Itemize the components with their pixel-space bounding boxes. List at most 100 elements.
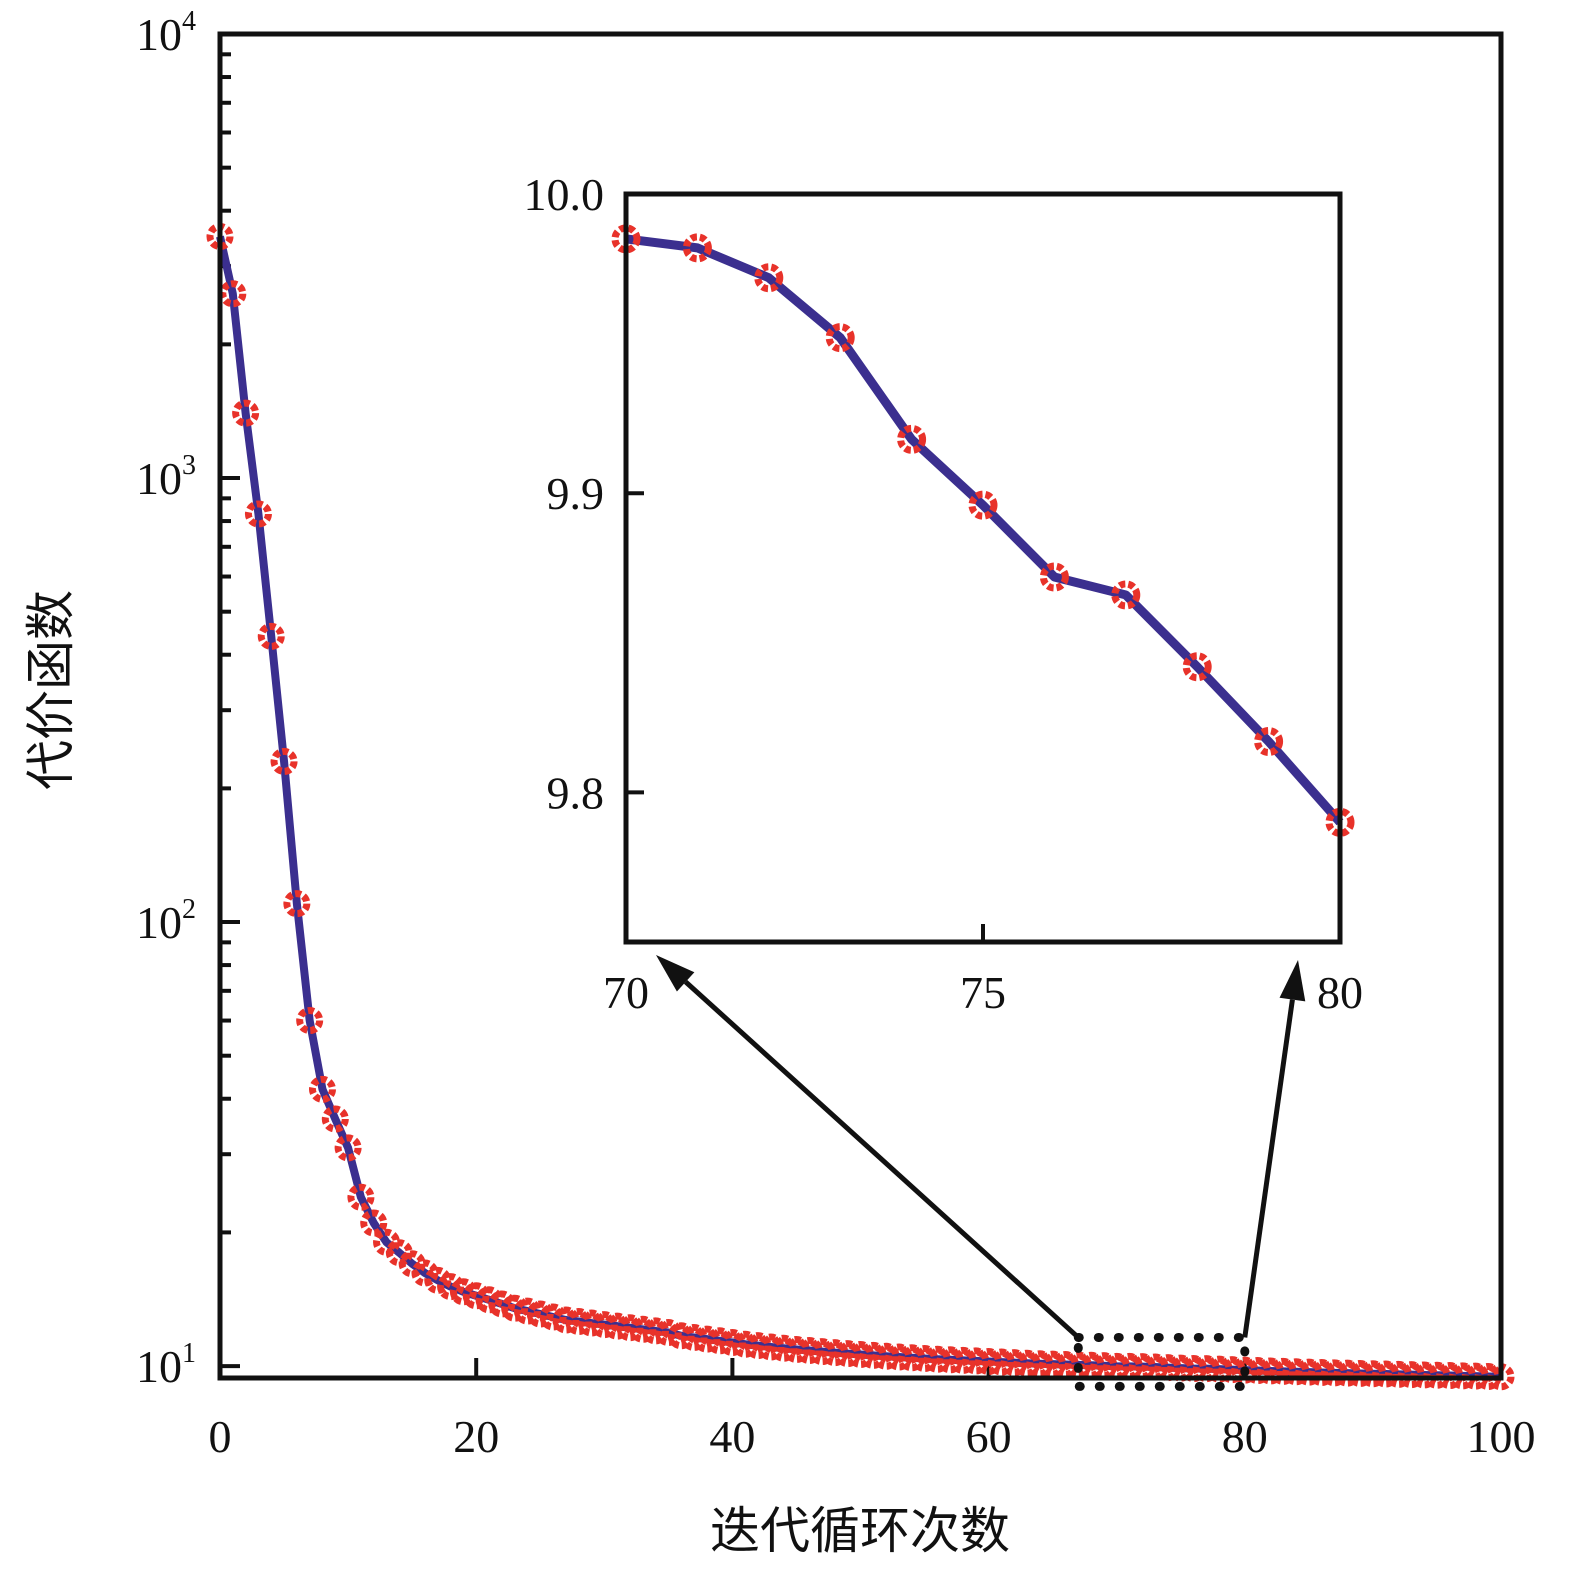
data-point bbox=[808, 1338, 836, 1366]
data-point bbox=[462, 1282, 490, 1310]
inset-tick-labels: 70 75 80 9.8 9.9 10.0 bbox=[524, 169, 1364, 1018]
data-point bbox=[911, 1345, 939, 1373]
data-point bbox=[398, 1250, 426, 1278]
x-axis-title: 迭代循环次数 bbox=[710, 1502, 1010, 1560]
data-point bbox=[385, 1239, 413, 1267]
y-tick-label: 103 bbox=[136, 450, 196, 504]
inset-series bbox=[611, 224, 1355, 837]
data-point bbox=[257, 622, 285, 650]
data-point bbox=[1026, 1350, 1054, 1378]
data-point bbox=[577, 1309, 605, 1337]
data-point bbox=[1154, 1354, 1182, 1382]
data-point bbox=[526, 1300, 554, 1328]
data-point bbox=[859, 1341, 887, 1369]
inset-data-point bbox=[1111, 580, 1141, 610]
x-tick-label: 100 bbox=[1467, 1411, 1536, 1462]
data-point bbox=[411, 1259, 439, 1287]
data-point bbox=[1423, 1361, 1451, 1389]
data-point bbox=[885, 1343, 913, 1371]
data-point bbox=[1410, 1361, 1438, 1389]
data-point bbox=[1064, 1351, 1092, 1379]
data-point bbox=[923, 1345, 951, 1373]
inset-data-point bbox=[682, 233, 712, 263]
data-point bbox=[1103, 1352, 1131, 1380]
data-point bbox=[424, 1266, 452, 1294]
x-tick-label: 0 bbox=[209, 1411, 232, 1462]
inset-y-tick-label: 10.0 bbox=[524, 169, 605, 220]
data-point bbox=[975, 1347, 1003, 1375]
data-point bbox=[283, 890, 311, 918]
data-point bbox=[334, 1134, 362, 1162]
data-point bbox=[1205, 1355, 1233, 1383]
data-point bbox=[1192, 1355, 1220, 1383]
data-point bbox=[1320, 1359, 1348, 1387]
data-point bbox=[680, 1323, 708, 1351]
data-point bbox=[1397, 1361, 1425, 1389]
zoom-region bbox=[1073, 1332, 1250, 1391]
zoom-region-box bbox=[1073, 1332, 1250, 1391]
data-point bbox=[321, 1105, 349, 1133]
data-point bbox=[949, 1346, 977, 1374]
data-point bbox=[718, 1329, 746, 1357]
y-axis-title: 代价函数 bbox=[22, 590, 80, 790]
data-point bbox=[706, 1327, 734, 1355]
data-point bbox=[936, 1346, 964, 1374]
data-point bbox=[693, 1325, 721, 1353]
data-point bbox=[642, 1317, 670, 1345]
data-point bbox=[1346, 1359, 1374, 1387]
data-point bbox=[1141, 1353, 1169, 1381]
data-point bbox=[1359, 1360, 1387, 1388]
zoom-arrows bbox=[656, 955, 1306, 1340]
data-point bbox=[1116, 1352, 1144, 1380]
inset-plot-frame bbox=[623, 191, 1343, 945]
data-point bbox=[360, 1209, 388, 1237]
data-point bbox=[539, 1303, 567, 1331]
inset-data-point bbox=[825, 323, 855, 353]
inset-data-point bbox=[897, 424, 927, 454]
data-point bbox=[1308, 1359, 1336, 1387]
data-point bbox=[1282, 1358, 1310, 1386]
inset-x-tick-label: 70 bbox=[603, 967, 649, 1018]
x-tick-label: 40 bbox=[709, 1411, 755, 1462]
inset-background bbox=[626, 194, 1340, 942]
data-point bbox=[1333, 1359, 1361, 1387]
data-point bbox=[1180, 1355, 1208, 1383]
x-tick-label: 60 bbox=[966, 1411, 1012, 1462]
data-point bbox=[219, 280, 247, 308]
data-point bbox=[757, 1333, 785, 1361]
data-point bbox=[1231, 1356, 1259, 1384]
zoom-arrow-head bbox=[656, 955, 695, 992]
inset-y-tick-label: 9.8 bbox=[547, 767, 605, 818]
data-point bbox=[898, 1344, 926, 1372]
data-point bbox=[795, 1337, 823, 1365]
zoom-arrow-head bbox=[1279, 960, 1306, 1002]
data-point bbox=[437, 1273, 465, 1301]
inset-x-tick-label: 80 bbox=[1317, 967, 1363, 1018]
data-point bbox=[373, 1228, 401, 1256]
inset-data-point bbox=[1039, 562, 1069, 592]
data-point bbox=[1385, 1360, 1413, 1388]
data-point bbox=[347, 1183, 375, 1211]
zoom-arrow-shaft bbox=[683, 979, 1080, 1340]
data-point bbox=[603, 1312, 631, 1340]
data-point bbox=[270, 747, 298, 775]
data-point bbox=[1128, 1353, 1156, 1381]
data-point bbox=[834, 1340, 862, 1368]
data-point bbox=[770, 1334, 798, 1362]
inset-data-point bbox=[968, 490, 998, 520]
data-point bbox=[1372, 1360, 1400, 1388]
inset-data-point bbox=[1254, 727, 1284, 757]
y-tick-label: 101 bbox=[136, 1338, 196, 1392]
data-point bbox=[552, 1306, 580, 1334]
data-point bbox=[731, 1330, 759, 1358]
data-point bbox=[1256, 1357, 1284, 1385]
inset-cost-curve-line bbox=[625, 234, 1344, 826]
data-point bbox=[475, 1286, 503, 1314]
data-point bbox=[1000, 1349, 1028, 1377]
data-point bbox=[847, 1340, 874, 1368]
inset-data-point bbox=[611, 224, 641, 254]
data-point bbox=[1295, 1358, 1323, 1386]
data-point bbox=[616, 1314, 644, 1342]
data-point bbox=[872, 1342, 900, 1370]
